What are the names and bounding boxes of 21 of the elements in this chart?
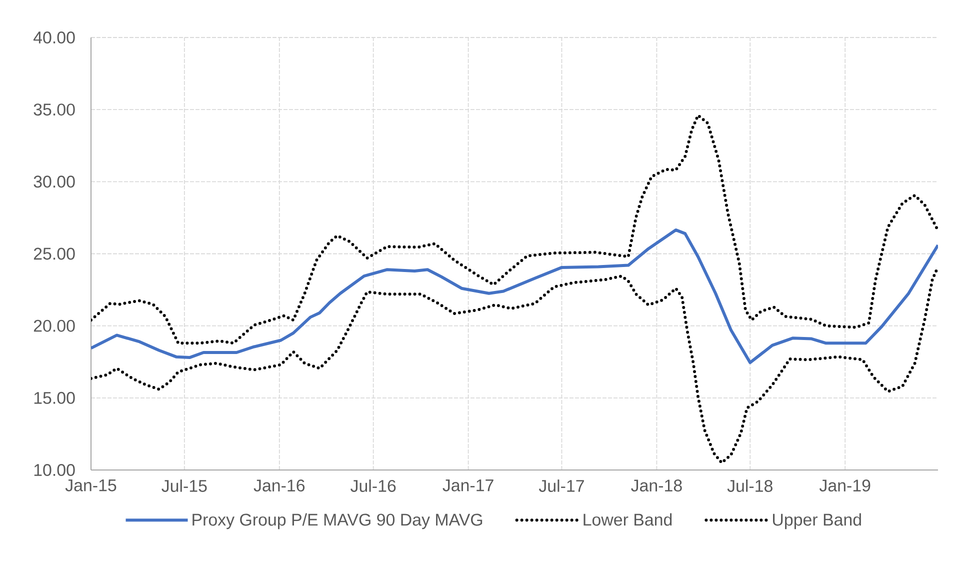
x-tick-label: Jan-18 xyxy=(631,480,682,492)
x-tick-label: Jul-17 xyxy=(538,480,584,492)
x-tick-label: Jan-17 xyxy=(442,480,494,492)
y-tick-label: 15.00 xyxy=(34,392,75,404)
y-tick-label: 30.00 xyxy=(34,176,75,188)
y-tick-label: 40.00 xyxy=(33,31,75,44)
legend-label: Lower Band xyxy=(584,513,672,526)
y-tick-label: 25.00 xyxy=(34,248,75,260)
x-tick-label: Jul-16 xyxy=(350,480,396,492)
x-tick-label: Jan-19 xyxy=(819,480,870,492)
line-series xyxy=(91,228,938,364)
legend-label: Upper Band xyxy=(773,513,861,530)
x-tick-label: Jan-16 xyxy=(254,480,305,492)
y-tick-label: 20.00 xyxy=(34,320,75,332)
legend-label: Proxy Group P/E MAVG 90 Day MAVG xyxy=(192,513,482,530)
y-tick-label: 10.00 xyxy=(34,464,75,476)
x-tick-label: Jul-18 xyxy=(727,480,772,492)
line-series xyxy=(91,114,938,345)
y-tick-label: 35.00 xyxy=(34,104,75,116)
x-tick-label: Jan-15 xyxy=(65,480,116,492)
x-tick-label: Jul-15 xyxy=(162,480,207,492)
